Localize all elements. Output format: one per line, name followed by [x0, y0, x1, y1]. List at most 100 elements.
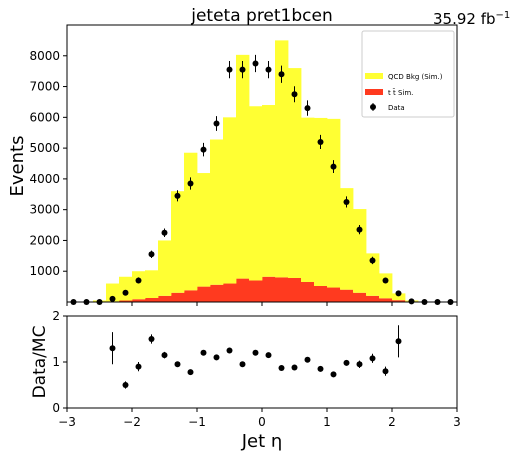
ratio-plot-area: 0 1 2 −3 −2 −1 0 1 2 3 Data/MC Jet η — [30, 309, 461, 452]
ttbar-bar — [158, 295, 172, 302]
data-point — [239, 66, 246, 73]
data-point — [356, 226, 363, 233]
data-point — [382, 277, 389, 284]
qcd-bar — [314, 117, 328, 286]
ttbar-bar — [366, 295, 380, 302]
luminosity-exponent: −1 — [496, 10, 511, 21]
ratio-point — [369, 355, 376, 362]
data-point — [135, 277, 142, 284]
main-x-axis — [66, 302, 458, 306]
ttbar-bar — [171, 292, 185, 302]
ratio-point — [304, 356, 311, 363]
ttbar-histogram — [106, 276, 419, 302]
ttbar-bar — [327, 287, 341, 302]
qcd-bar — [106, 283, 120, 302]
qcd-bar — [210, 139, 224, 285]
y-tick-label: 2000 — [29, 233, 60, 247]
data-point — [226, 66, 233, 73]
qcd-bar — [158, 240, 172, 296]
data-point — [278, 71, 285, 78]
data-point — [395, 290, 402, 297]
ttbar-bar — [262, 276, 276, 302]
data-point — [343, 198, 350, 205]
qcd-bar — [249, 106, 263, 281]
main-plot-area: 1000 2000 3000 4000 5000 6000 7000 8000 Events — [7, 24, 458, 306]
data-point — [187, 180, 194, 187]
y-tick-label: 8000 — [29, 49, 60, 63]
qcd-bar — [340, 188, 354, 290]
y-tick-label: 5000 — [29, 141, 60, 155]
qcd-bar — [327, 118, 341, 288]
ratio-y-axis-label: Data/MC — [30, 326, 50, 399]
legend-label-ttbar: t t̄ Sim. — [388, 88, 413, 97]
ratio-point — [239, 361, 246, 368]
ttbar-bar — [301, 281, 315, 302]
y-tick-label: 3000 — [29, 203, 60, 217]
qcd-bar — [171, 191, 185, 293]
data-point — [122, 289, 129, 296]
data-point — [174, 192, 181, 199]
data-point — [369, 257, 376, 264]
ratio-x-tick-label: −2 — [123, 415, 141, 429]
legend: QCD Bkg (Sim.) t t̄ Sim. Data — [361, 30, 455, 118]
qcd-bar — [353, 209, 367, 293]
legend-label-qcd: QCD Bkg (Sim.) — [388, 73, 443, 81]
ratio-point — [382, 368, 389, 375]
ratio-y-tick-label: 1 — [52, 355, 60, 369]
ratio-point — [187, 369, 194, 376]
ttbar-bar — [275, 277, 289, 302]
ratio-point — [343, 359, 350, 366]
ratio-point — [200, 349, 207, 356]
legend-marker-data — [370, 104, 376, 110]
ttbar-bar — [145, 297, 159, 302]
luminosity-label: 35.92 fb−1 — [433, 10, 510, 28]
data-point — [304, 105, 311, 112]
x-axis-label: Jet η — [241, 431, 283, 452]
data-point — [161, 229, 168, 236]
ratio-point — [174, 361, 181, 368]
ratio-point — [213, 354, 220, 361]
qcd-bar — [379, 273, 393, 299]
data-point — [109, 295, 116, 302]
legend-swatch-ttbar — [365, 89, 383, 95]
legend-box — [361, 30, 455, 118]
ttbar-bar — [340, 289, 354, 302]
ratio-y-axis: 0 1 2 — [52, 309, 67, 415]
ratio-x-tick-label: −3 — [58, 415, 76, 429]
qcd-bar — [223, 117, 237, 284]
ttbar-bar — [314, 285, 328, 302]
ttbar-bar — [132, 299, 146, 302]
ratio-x-axis: −3 −2 −1 0 1 2 3 — [58, 408, 461, 429]
ratio-point — [109, 345, 116, 352]
ttbar-bar — [249, 280, 263, 302]
qcd-bar — [197, 173, 211, 287]
ratio-point — [395, 338, 402, 345]
ttbar-bar — [210, 284, 224, 302]
ttbar-bar — [119, 300, 133, 302]
ratio-point — [122, 382, 129, 388]
qcd-bar — [288, 68, 302, 278]
ratio-x-tick-label: 1 — [323, 415, 331, 429]
ttbar-bar — [236, 278, 250, 302]
ratio-y-tick-label: 0 — [52, 401, 60, 415]
data-point — [317, 138, 324, 145]
ratio-point — [291, 364, 298, 371]
ratio-x-tick-label: 0 — [258, 415, 266, 429]
chart-title: jeteta pret1bcen — [190, 6, 333, 26]
ttbar-bar — [184, 290, 198, 302]
data-point — [148, 251, 155, 258]
ratio-y-tick-label: 2 — [52, 309, 60, 323]
qcd-histogram — [93, 40, 419, 302]
ratio-point — [135, 363, 142, 370]
ttbar-bar — [223, 283, 237, 302]
data-point — [252, 60, 259, 67]
ttbar-bar — [353, 292, 367, 302]
legend-swatch-qcd — [365, 73, 383, 79]
data-point — [200, 146, 207, 153]
ratio-points — [109, 325, 402, 389]
ratio-point — [356, 361, 363, 368]
ratio-point — [161, 352, 168, 359]
data-point — [408, 298, 415, 305]
ratio-x-tick-label: 3 — [453, 415, 461, 429]
ratio-point — [278, 364, 285, 371]
